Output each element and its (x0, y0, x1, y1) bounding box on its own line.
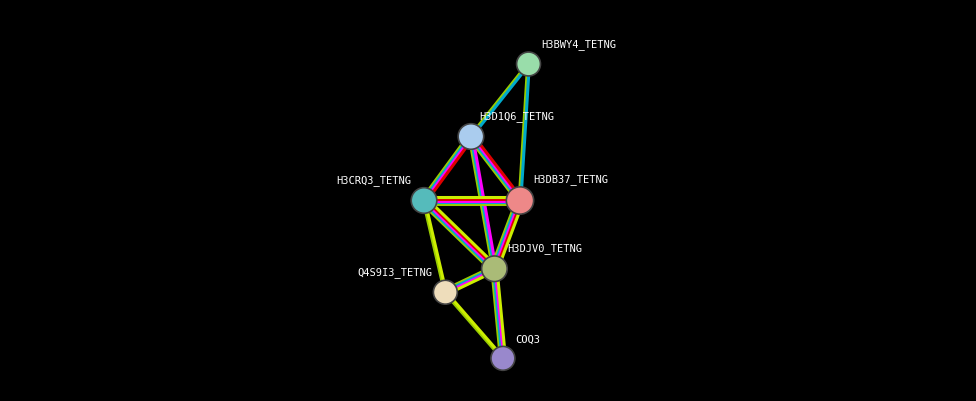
Circle shape (458, 124, 484, 149)
Circle shape (411, 188, 437, 213)
Text: COQ3: COQ3 (515, 334, 541, 344)
Circle shape (516, 52, 541, 76)
Text: H3CRQ3_TETNG: H3CRQ3_TETNG (336, 175, 411, 186)
Text: H3BWY4_TETNG: H3BWY4_TETNG (542, 39, 616, 50)
Text: H3DJV0_TETNG: H3DJV0_TETNG (508, 243, 583, 254)
Text: H3DB37_TETNG: H3DB37_TETNG (533, 174, 608, 185)
Circle shape (491, 346, 515, 370)
Circle shape (507, 187, 534, 214)
Text: Q4S9I3_TETNG: Q4S9I3_TETNG (357, 267, 432, 278)
Circle shape (433, 280, 458, 304)
Circle shape (481, 256, 508, 282)
Text: H3D1Q6_TETNG: H3D1Q6_TETNG (479, 111, 554, 122)
